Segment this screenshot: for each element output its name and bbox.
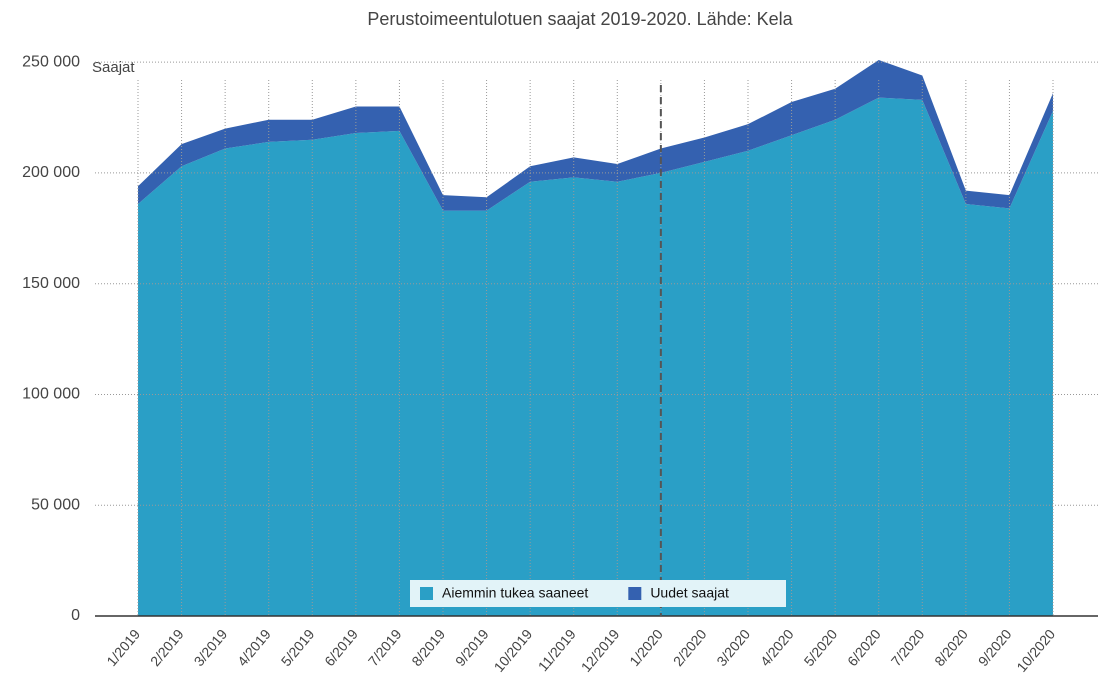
area [138, 59, 1053, 211]
x-tick-label: 8/2020 [931, 626, 971, 669]
y-tick-label: 250 000 [22, 53, 80, 70]
legend-label: Aiemmin tukea saaneet [442, 585, 588, 601]
area [138, 97, 1053, 617]
x-tick-label: 3/2019 [190, 626, 230, 669]
x-tick-label: 10/2019 [490, 626, 535, 675]
y-tick-label: 150 000 [22, 275, 80, 292]
x-tick-label: 5/2019 [278, 626, 318, 669]
y-tick-label: 50 000 [31, 496, 80, 513]
x-tick-label: 3/2020 [713, 626, 753, 669]
legend-box [410, 580, 786, 607]
x-tick-label: 2/2020 [670, 626, 710, 669]
x-tick-label: 11/2019 [535, 626, 579, 674]
y-tick-label: 0 [71, 607, 80, 624]
x-tick-label: 6/2020 [844, 626, 884, 669]
x-tick-label: 9/2019 [452, 626, 492, 669]
x-tick-label: 1/2020 [626, 626, 666, 669]
y-axis-label: Saajat [92, 59, 135, 76]
y-tick-label: 100 000 [22, 386, 80, 403]
legend-swatch [628, 587, 642, 600]
legend-label: Uudet saajat [650, 585, 729, 601]
x-tick-label: 10/2020 [1013, 626, 1058, 675]
x-tick-label: 7/2020 [888, 626, 928, 669]
x-tick-label: 1/2019 [103, 626, 143, 669]
x-tick-label: 8/2019 [408, 626, 448, 669]
x-tick-label: 9/2020 [975, 626, 1015, 669]
y-tick-label: 200 000 [22, 164, 80, 181]
chart-title: Perustoimeentulotuen saajat 2019-2020. L… [367, 9, 793, 29]
x-tick-label: 5/2020 [800, 626, 840, 669]
grid [95, 61, 1098, 616]
x-tick-label: 6/2019 [321, 626, 361, 669]
x-tick-label: 2/2019 [147, 626, 187, 669]
x-tick-label: 12/2019 [578, 626, 623, 675]
x-tick-label: 4/2019 [234, 626, 274, 669]
x-tick-label: 7/2019 [365, 626, 405, 669]
areas [138, 59, 1053, 617]
legend-swatch [420, 587, 433, 600]
x-tick-label: 4/2020 [757, 626, 797, 669]
